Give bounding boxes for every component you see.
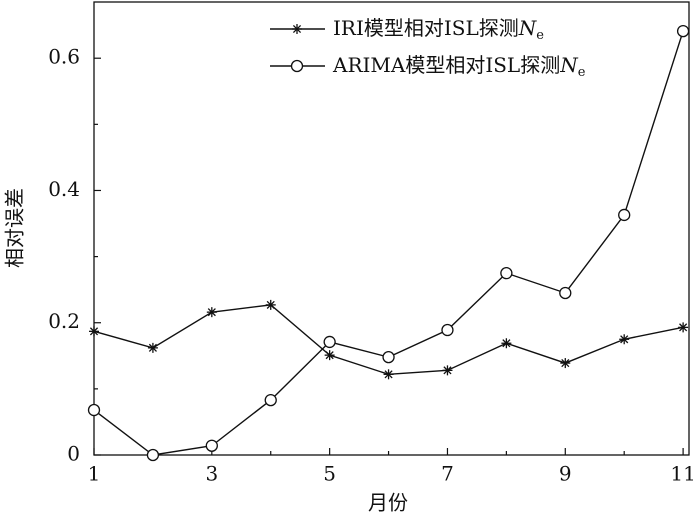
asterisk-stroke [443,366,452,375]
y-tick-label: 0.2 [48,309,80,333]
point [146,448,160,462]
legend-label-italic: N [559,53,579,77]
asterisk-stroke [561,359,570,368]
point [265,299,276,310]
asterisk-stroke [620,335,629,344]
point [206,307,217,318]
asterisk-stroke [266,300,275,309]
point [560,358,571,369]
x-axis-label: 月份 [368,491,408,515]
point [618,208,631,222]
legend-label: IRI模型相对ISL探测Ne [333,16,544,43]
y-tick-label: 0 [67,442,80,466]
asterisk-stroke [384,370,393,379]
x-tick-label: 7 [441,462,454,486]
asterisk-stroke [679,323,688,332]
point [501,338,512,349]
point [676,24,690,38]
x-tick-label: 1 [88,462,101,486]
point [441,323,454,337]
point [324,350,335,361]
y-tick-label: 0.4 [48,177,80,201]
asterisk-stroke [325,351,334,360]
legend-label-italic: N [518,16,538,40]
series-line [93,304,684,376]
series-line [93,30,684,456]
asterisk-stroke [292,24,302,34]
point [205,439,218,452]
point [323,335,336,349]
x-tick-label: 5 [323,462,336,486]
point [292,24,302,34]
point [290,59,304,73]
x-tick-label: 11 [670,462,694,486]
plot-frame [93,1,690,456]
legend-label: ARIMA模型相对ISL探测Ne [332,53,586,80]
asterisk-stroke [148,343,157,352]
legend-label-text: IRI模型相对ISL探测 [333,16,519,40]
legend-label-text: ARIMA模型相对ISL探测 [332,53,560,77]
point [619,334,630,345]
asterisk-stroke [89,327,99,336]
x-tick-label: 9 [559,462,572,486]
legend-label-sub: e [536,28,544,43]
asterisk-stroke [207,308,216,317]
asterisk-stroke [502,339,511,348]
y-tick-label: 0.6 [48,45,80,69]
point [500,266,513,280]
point [559,286,572,300]
x-tick-label: 3 [205,462,218,486]
point [87,403,101,417]
point [264,393,277,407]
point [89,326,99,337]
point [442,365,453,376]
point [382,350,395,364]
point [678,322,689,333]
legend-label-sub: e [578,65,586,80]
point [147,342,158,353]
y-axis-label: 相对误差 [3,188,27,268]
point [383,369,394,380]
